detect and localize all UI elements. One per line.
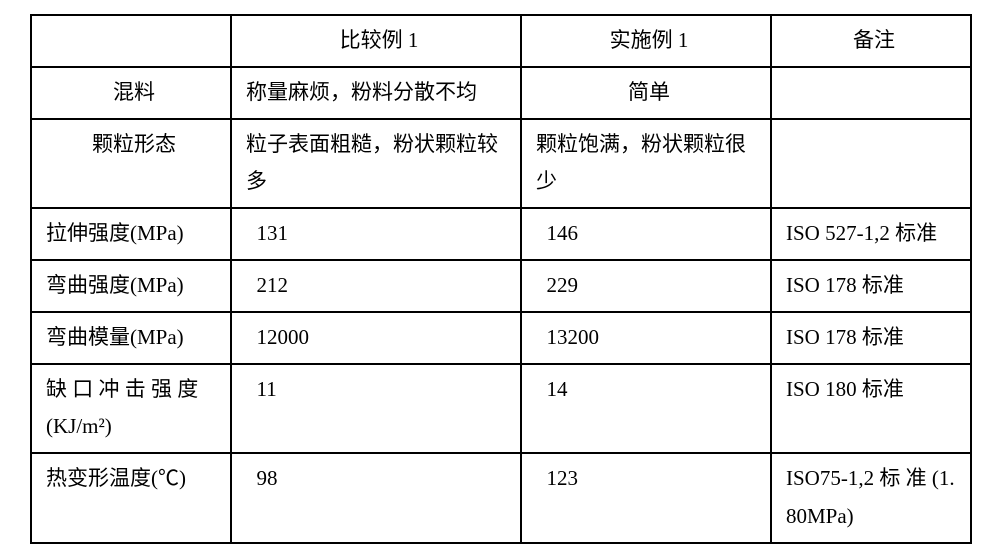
table-row: 拉伸强度(MPa) 131 146 ISO 527-1,2 标准 xyxy=(31,208,971,260)
cell: ISO 527-1,2 标准 xyxy=(771,208,971,260)
row-label: 颗粒形态 xyxy=(31,119,231,209)
header-cell: 实施例 1 xyxy=(521,15,771,67)
cell: 11 xyxy=(231,364,521,454)
header-cell: 比较例 1 xyxy=(231,15,521,67)
table-row: 弯曲模量(MPa) 12000 13200 ISO 178 标准 xyxy=(31,312,971,364)
cell: ISO75-1,2 标 准 (1.80MPa) xyxy=(771,453,971,543)
cell: 粒子表面粗糙，粉状颗粒较多 xyxy=(231,119,521,209)
cell: 212 xyxy=(231,260,521,312)
table-header-row: 比较例 1 实施例 1 备注 xyxy=(31,15,971,67)
row-label: 弯曲模量(MPa) xyxy=(31,312,231,364)
cell: 14 xyxy=(521,364,771,454)
cell: 称量麻烦，粉料分散不均 xyxy=(231,67,521,119)
row-label: 混料 xyxy=(31,67,231,119)
row-label: 缺 口 冲 击 强 度 (KJ/m²) xyxy=(31,364,231,454)
cell: 98 xyxy=(231,453,521,543)
header-cell: 备注 xyxy=(771,15,971,67)
cell xyxy=(771,119,971,209)
comparison-table: 比较例 1 实施例 1 备注 混料 称量麻烦，粉料分散不均 简单 颗粒形态 粒子… xyxy=(30,14,972,544)
cell xyxy=(771,67,971,119)
cell: 146 xyxy=(521,208,771,260)
cell: 123 xyxy=(521,453,771,543)
row-label: 拉伸强度(MPa) xyxy=(31,208,231,260)
row-label: 弯曲强度(MPa) xyxy=(31,260,231,312)
cell: ISO 180 标准 xyxy=(771,364,971,454)
table-row: 颗粒形态 粒子表面粗糙，粉状颗粒较多 颗粒饱满，粉状颗粒很少 xyxy=(31,119,971,209)
table-row: 缺 口 冲 击 强 度 (KJ/m²) 11 14 ISO 180 标准 xyxy=(31,364,971,454)
row-label: 热变形温度(℃) xyxy=(31,453,231,543)
table-row: 混料 称量麻烦，粉料分散不均 简单 xyxy=(31,67,971,119)
cell: 颗粒饱满，粉状颗粒很少 xyxy=(521,119,771,209)
table-row: 热变形温度(℃) 98 123 ISO75-1,2 标 准 (1.80MPa) xyxy=(31,453,971,543)
cell: 简单 xyxy=(521,67,771,119)
cell: 13200 xyxy=(521,312,771,364)
header-cell xyxy=(31,15,231,67)
cell: 131 xyxy=(231,208,521,260)
cell: 12000 xyxy=(231,312,521,364)
cell: ISO 178 标准 xyxy=(771,312,971,364)
table-row: 弯曲强度(MPa) 212 229 ISO 178 标准 xyxy=(31,260,971,312)
cell: 229 xyxy=(521,260,771,312)
cell: ISO 178 标准 xyxy=(771,260,971,312)
